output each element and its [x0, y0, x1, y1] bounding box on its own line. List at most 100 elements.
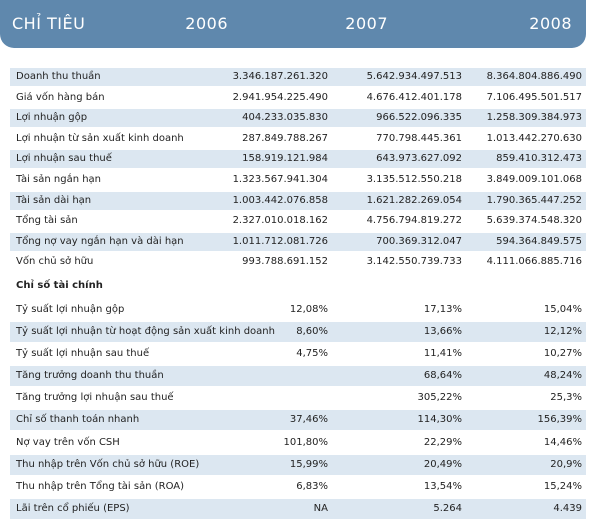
cell-2008: 1.013.442.270.630	[486, 132, 582, 144]
cell-2007: 770.798.445.361	[376, 132, 462, 144]
financial-rows: Doanh thu thuần 3.346.187.261.320 5.642.…	[10, 68, 586, 274]
cell-2007: 68,64%	[423, 370, 462, 382]
cell-2007: 700.369.312.047	[376, 235, 462, 247]
table-row: Tỷ suất lợi nhuận gộp 12,08% 17,13% 15,0…	[10, 300, 586, 320]
row-label: Tài sản dài hạn	[16, 194, 92, 206]
cell-2008: 1.258.309.384.973	[486, 112, 582, 124]
cell-2007: 3.135.512.550.218	[366, 173, 462, 185]
cell-2006: 37,46%	[289, 414, 328, 426]
cell-2007: 4.756.794.819.272	[366, 215, 462, 227]
cell-2007: 11,41%	[423, 348, 462, 360]
cell-2006: 1.011.712.081.726	[232, 235, 328, 247]
row-label: Tăng trưởng doanh thu thuần	[16, 370, 164, 382]
table-row: Giá vốn hàng bán 2.941.954.225.490 4.676…	[10, 88, 586, 107]
cell-2006: 12,08%	[289, 304, 328, 315]
cell-2007: 966.522.096.335	[376, 112, 462, 124]
table-row: Thu nhập trên Vốn chủ sở hữu (ROE) 15,99…	[10, 454, 586, 475]
cell-2007: 5.264	[433, 502, 462, 514]
table-row: Nợ vay trên vốn CSH 101,80% 22,29% 14,46…	[10, 432, 586, 453]
cell-2007: 5.642.934.497.513	[366, 71, 462, 82]
cell-2006: 993.788.691.152	[242, 256, 328, 268]
cell-2006: 3.346.187.261.320	[232, 71, 328, 82]
cell-2006: 158.919.121.984	[242, 153, 328, 165]
cell-2008: 7.106.495.501.517	[486, 91, 582, 103]
table-row: Lợi nhuận từ sản xuất kinh doanh 287.849…	[10, 129, 586, 148]
header-year-2008: 2008	[529, 14, 572, 33]
cell-2006: 2.941.954.225.490	[232, 91, 328, 103]
table-row: Thu nhập trên Tổng tài sản (ROA) 6,83% 1…	[10, 476, 586, 497]
ratio-rows: Tỷ suất lợi nhuận gộp 12,08% 17,13% 15,0…	[10, 300, 586, 521]
row-label: Lãi trên cổ phiếu (EPS)	[16, 502, 130, 514]
row-label: Tỷ suất lợi nhuận sau thuế	[16, 348, 150, 360]
cell-2006: 1.323.567.941.304	[232, 173, 328, 185]
cell-2007: 643.973.627.092	[376, 153, 462, 165]
table-header: CHỈ TIÊU 2006 2007 2008	[0, 0, 586, 48]
cell-2008: 4.111.066.885.716	[486, 256, 582, 268]
table-row: Lợi nhuận gộp 404.233.035.830 966.522.09…	[10, 109, 586, 128]
row-label: Thu nhập trên Vốn chủ sở hữu (ROE)	[16, 458, 200, 470]
header-year-2006: 2006	[185, 14, 228, 33]
row-label: Nợ vay trên vốn CSH	[16, 436, 120, 448]
cell-2008: 594.364.849.575	[496, 235, 582, 247]
cell-2006: 4,75%	[296, 348, 328, 360]
table-row: Lợi nhuận sau thuế 158.919.121.984 643.9…	[10, 150, 586, 169]
cell-2006: NA	[313, 502, 328, 514]
cell-2007: 1.621.282.269.054	[366, 194, 462, 206]
cell-2007: 305,22%	[417, 392, 463, 404]
cell-2006: 404.233.035.830	[242, 112, 328, 124]
cell-2008: 156,39%	[537, 414, 583, 426]
row-label: Doanh thu thuần	[16, 71, 101, 82]
table-row: Tỷ suất lợi nhuận từ hoạt động sản xuất …	[10, 322, 586, 343]
cell-2008: 4.439	[553, 502, 582, 514]
cell-2007: 20,49%	[423, 458, 462, 470]
row-label: Tăng trưởng lợi nhuận sau thuế	[16, 392, 174, 404]
cell-2008: 48,24%	[543, 370, 582, 382]
table-row: Tài sản ngắn hạn 1.323.567.941.304 3.135…	[10, 170, 586, 189]
row-label: Tỷ suất lợi nhuận từ hoạt động sản xuất …	[16, 326, 275, 338]
cell-2008: 8.364.804.886.490	[486, 71, 582, 82]
row-label: Tài sản ngắn hạn	[16, 173, 102, 185]
table-row: Tài sản dài hạn 1.003.442.076.858 1.621.…	[10, 191, 586, 210]
cell-2006: 6,83%	[296, 480, 328, 492]
table-row: Lãi trên cổ phiếu (EPS) NA 5.264 4.439	[10, 498, 586, 519]
row-label: Lợi nhuận sau thuế	[16, 153, 112, 165]
cell-2007: 17,13%	[423, 304, 462, 315]
table-row: Tăng trưởng lợi nhuận sau thuế 305,22% 2…	[10, 388, 586, 409]
table-row: Vốn chủ sở hữu 993.788.691.152 3.142.550…	[10, 253, 586, 272]
table-row: Tổng tài sản 2.327.010.018.162 4.756.794…	[10, 212, 586, 231]
cell-2008: 15,24%	[543, 480, 582, 492]
cell-2006: 8,60%	[296, 326, 328, 338]
cell-2007: 13,66%	[423, 326, 462, 338]
row-label: Chỉ số thanh toán nhanh	[16, 414, 140, 426]
row-label: Lợi nhuận từ sản xuất kinh doanh	[16, 132, 184, 144]
cell-2008: 1.790.365.447.252	[486, 194, 582, 206]
cell-2006: 15,99%	[289, 458, 328, 470]
cell-2008: 20,9%	[550, 458, 582, 470]
cell-2007: 114,30%	[417, 414, 463, 426]
cell-2006: 1.003.442.076.858	[232, 194, 328, 206]
header-year-2007: 2007	[345, 14, 388, 33]
cell-2008: 15,04%	[543, 304, 582, 315]
cell-2006: 2.327.010.018.162	[232, 215, 328, 227]
table-row: Tỷ suất lợi nhuận sau thuế 4,75% 11,41% …	[10, 344, 586, 365]
cell-2007: 13,54%	[423, 480, 462, 492]
row-label: Vốn chủ sở hữu	[16, 256, 94, 268]
cell-2007: 22,29%	[423, 436, 462, 448]
cell-2008: 5.639.374.548.320	[486, 215, 582, 227]
cell-2008: 25,3%	[550, 392, 582, 404]
cell-2008: 14,46%	[543, 436, 582, 448]
cell-2007: 4.676.412.401.178	[366, 91, 462, 103]
cell-2006: 101,80%	[283, 436, 329, 448]
table-row: Tăng trưởng doanh thu thuần 68,64% 48,24…	[10, 366, 586, 387]
table-row: Tổng nợ vay ngắn hạn và dài hạn 1.011.71…	[10, 232, 586, 251]
section-heading: Chỉ số tài chính	[10, 276, 586, 296]
cell-2008: 859.410.312.473	[496, 153, 582, 165]
row-label: Thu nhập trên Tổng tài sản (ROA)	[16, 480, 185, 492]
cell-2007: 3.142.550.739.733	[366, 256, 462, 268]
table-row: Doanh thu thuần 3.346.187.261.320 5.642.…	[10, 68, 586, 86]
cell-2008: 10,27%	[543, 348, 582, 360]
cell-2006: 287.849.788.267	[242, 132, 328, 144]
section-title: Chỉ số tài chính	[16, 280, 103, 291]
cell-2008: 3.849.009.101.068	[486, 173, 582, 185]
